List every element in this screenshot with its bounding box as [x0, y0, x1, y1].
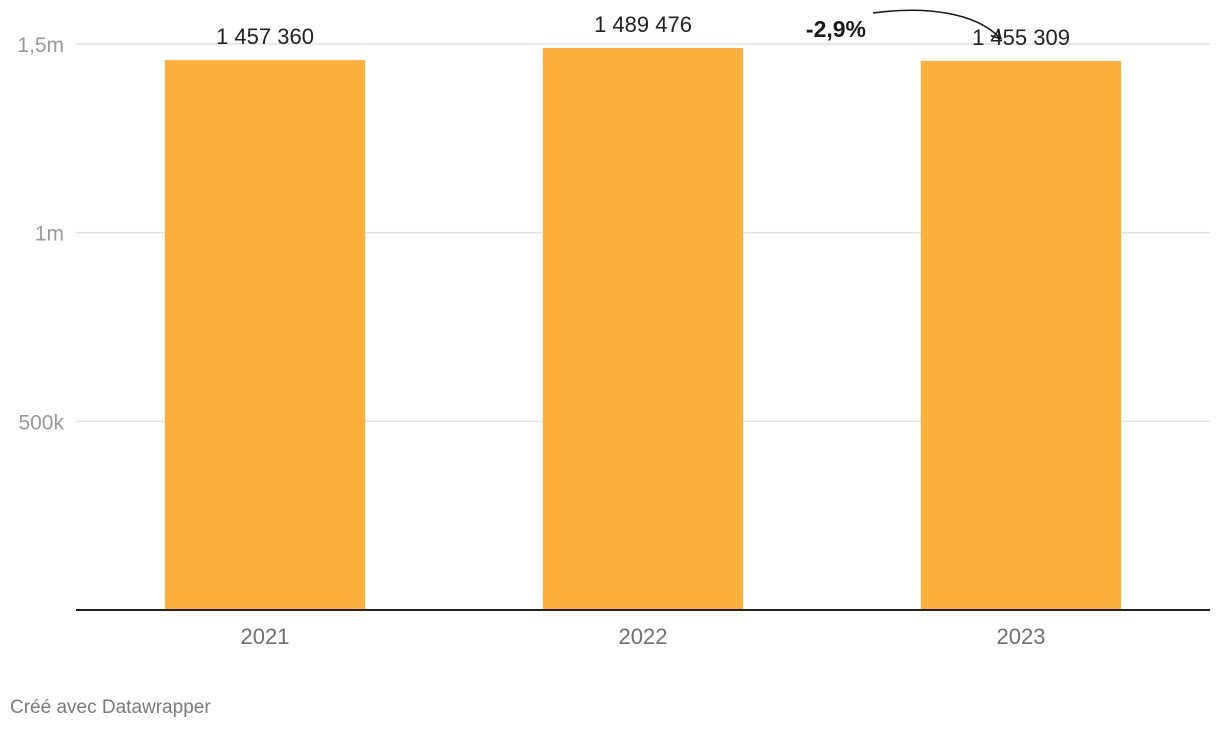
x-tick-label: 2022 [619, 624, 668, 649]
credit-footer: Créé avec Datawrapper [10, 697, 211, 718]
value-label-2023: 1 455 309 [972, 25, 1070, 50]
change-annotation: -2,9% [806, 9, 1002, 42]
bar-2022 [542, 47, 744, 610]
y-tick-label: 1m [35, 223, 64, 246]
y-tick-label: 1,5m [17, 34, 64, 57]
y-tick-label: 500k [18, 411, 64, 434]
bar-2023 [920, 60, 1122, 610]
value-label-2021: 1 457 360 [216, 24, 314, 49]
y-axis-ticks: 500k 1m 1,5m [17, 34, 64, 434]
x-tick-label: 2023 [997, 624, 1046, 649]
change-arrow [872, 9, 1002, 41]
x-axis-labels: 2021 2022 2023 [241, 624, 1046, 649]
x-tick-label: 2021 [241, 624, 290, 649]
bar-2021 [164, 60, 366, 611]
bars [164, 47, 1122, 611]
value-label-2022: 1 489 476 [594, 12, 692, 37]
change-annotation-text: -2,9% [806, 16, 866, 42]
